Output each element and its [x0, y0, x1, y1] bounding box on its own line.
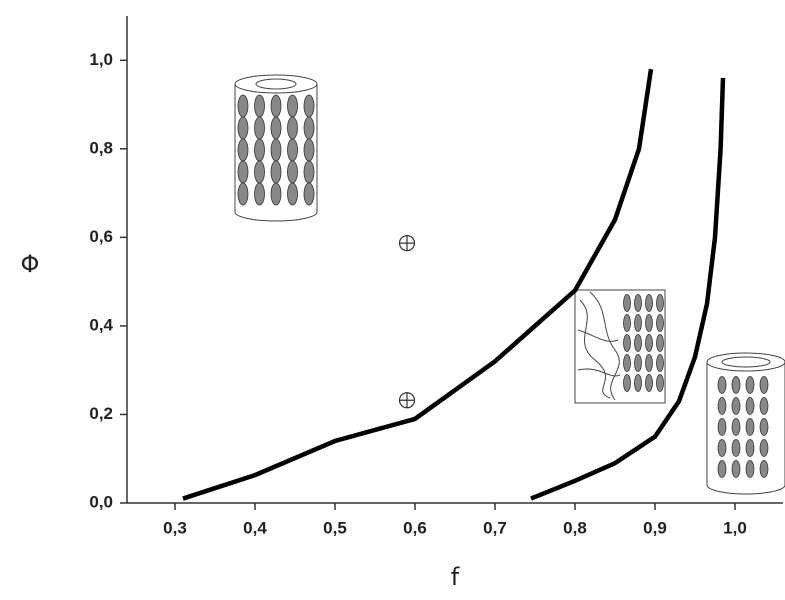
x-tick-label: 0,9 — [643, 518, 667, 537]
ellipse — [731, 460, 741, 478]
x-tick-label: 1,0 — [723, 518, 747, 537]
curve — [182, 68, 654, 501]
ellipse — [623, 374, 631, 392]
ellipse — [270, 94, 282, 118]
ellipse — [759, 376, 769, 394]
ellipse — [303, 94, 315, 118]
ellipse — [634, 294, 642, 312]
ellipse — [303, 182, 315, 206]
ellipse — [745, 460, 755, 478]
ellipse — [745, 397, 755, 415]
y-tick-label: 0,0 — [89, 492, 113, 511]
ellipse — [656, 334, 664, 352]
ellipse — [237, 138, 249, 162]
ellipse — [270, 160, 282, 184]
ellipse — [656, 354, 664, 372]
ellipse — [717, 418, 727, 436]
ellipse — [645, 354, 653, 372]
ellipse — [254, 138, 265, 162]
cylinder-icon — [234, 74, 318, 222]
ellipse — [645, 334, 653, 352]
point-cross — [399, 235, 415, 251]
ellipse — [745, 418, 755, 436]
x-tick-label: 0,5 — [323, 518, 347, 537]
ellipse — [759, 460, 769, 478]
x-tick-label: 0,3 — [163, 518, 187, 537]
ellipse — [254, 94, 265, 118]
ellipse — [254, 116, 265, 140]
data-point — [398, 235, 416, 252]
ellipse — [623, 314, 631, 332]
y-tick-label: 0,8 — [89, 138, 113, 157]
ellipse — [731, 418, 741, 436]
ellipse — [745, 376, 755, 394]
ellipse — [645, 314, 653, 332]
shell-cylinder-icon — [706, 352, 785, 495]
ellipse — [759, 397, 769, 415]
point-cross — [399, 392, 415, 408]
ellipse — [731, 439, 741, 457]
ellipse-pattern — [237, 94, 315, 206]
ellipse — [270, 138, 282, 162]
ellipse — [623, 334, 631, 352]
ellipse — [287, 94, 298, 118]
x-axis-title: f — [451, 563, 460, 591]
ellipse — [759, 418, 769, 436]
ellipse — [717, 439, 727, 457]
ellipse — [731, 376, 741, 394]
ellipse — [270, 116, 282, 140]
y-tick-label: 0,6 — [89, 227, 113, 246]
data-point — [398, 392, 416, 409]
ellipse — [634, 314, 642, 332]
lamellar-icon — [574, 289, 666, 404]
ellipse — [303, 138, 315, 162]
ellipse — [303, 160, 315, 184]
ellipse — [645, 374, 653, 392]
y-tick-label: 1,0 — [89, 50, 113, 69]
x-tick-label: 0,8 — [563, 518, 587, 537]
ellipse — [237, 94, 249, 118]
ellipse-pattern — [717, 376, 769, 478]
ellipse — [237, 182, 249, 206]
ellipse — [623, 354, 631, 372]
ellipse — [303, 116, 315, 140]
ellipse — [645, 294, 653, 312]
ellipse — [759, 439, 769, 457]
ellipse — [717, 460, 727, 478]
ellipse — [623, 294, 631, 312]
y-tick-label: 0,4 — [89, 315, 113, 334]
y-tick-label: 0,2 — [89, 404, 113, 423]
ellipse — [717, 376, 727, 394]
ellipse — [731, 397, 741, 415]
ellipse — [270, 182, 282, 206]
ellipse — [287, 116, 298, 140]
ellipse — [287, 182, 298, 206]
ellipse — [656, 314, 664, 332]
ellipse — [254, 160, 265, 184]
ellipse — [634, 374, 642, 392]
curve — [530, 77, 726, 501]
ellipse — [656, 374, 664, 392]
ellipse — [634, 354, 642, 372]
ellipse-pattern — [623, 294, 664, 392]
ellipse — [745, 439, 755, 457]
ellipse — [656, 294, 664, 312]
x-tick-label: 0,7 — [483, 518, 507, 537]
ellipse — [717, 397, 727, 415]
ellipse — [237, 160, 249, 184]
ellipse — [634, 334, 642, 352]
x-tick-label: 0,4 — [243, 518, 267, 537]
x-tick-label: 0,6 — [403, 518, 427, 537]
ellipse — [287, 160, 298, 184]
ellipse — [237, 116, 249, 140]
ellipse — [254, 182, 265, 206]
y-axis-title: Φ — [21, 250, 40, 278]
ellipse — [287, 138, 298, 162]
